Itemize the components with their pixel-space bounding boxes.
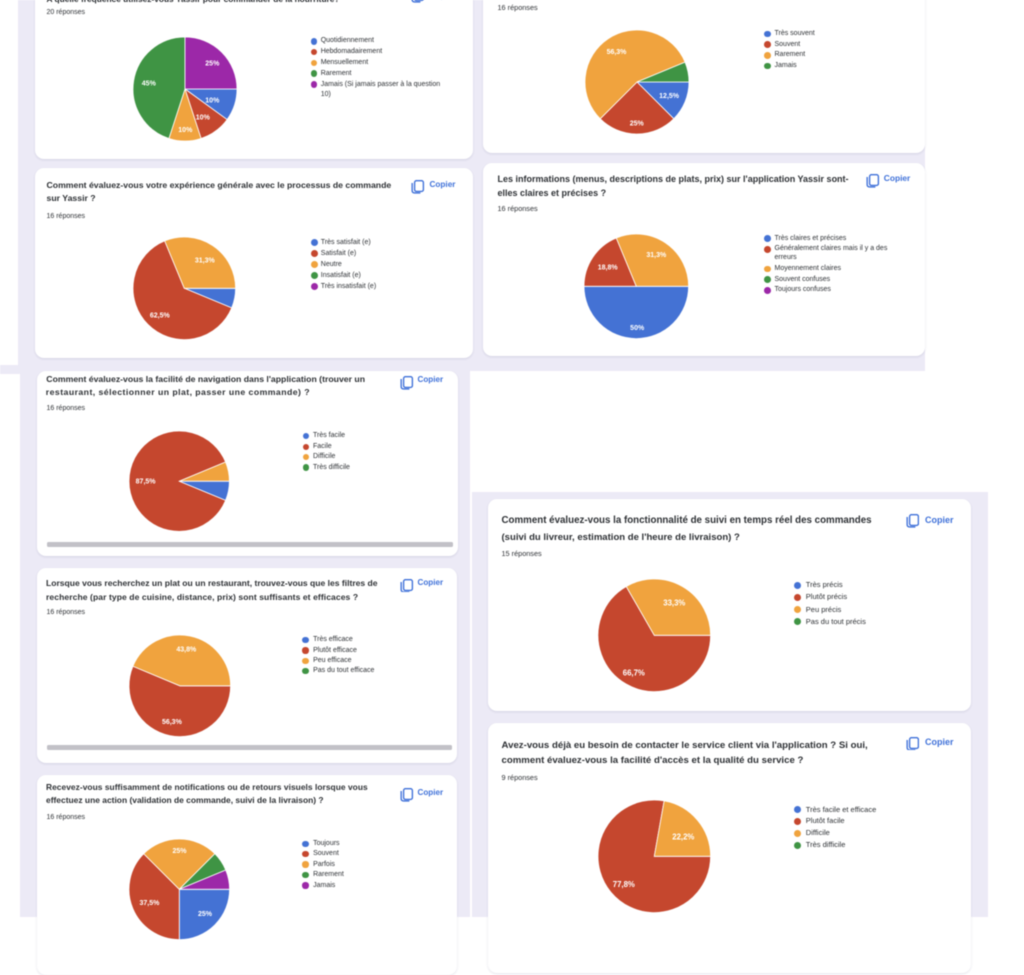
svg-text:87,5%: 87,5% bbox=[135, 479, 156, 486]
svg-text:25%: 25% bbox=[198, 911, 213, 918]
svg-text:10%: 10% bbox=[205, 98, 220, 105]
svg-text:45%: 45% bbox=[141, 80, 156, 87]
svg-text:77,8%: 77,8% bbox=[613, 880, 635, 889]
svg-text:43,8%: 43,8% bbox=[177, 646, 198, 653]
svg-text:25%: 25% bbox=[629, 121, 644, 128]
svg-text:66,7%: 66,7% bbox=[623, 668, 645, 677]
svg-text:25%: 25% bbox=[205, 60, 220, 67]
svg-text:50%: 50% bbox=[630, 325, 645, 332]
svg-text:22,2%: 22,2% bbox=[672, 832, 694, 841]
svg-text:33,3%: 33,3% bbox=[663, 598, 685, 607]
svg-text:31,3%: 31,3% bbox=[647, 252, 668, 259]
svg-text:56,3%: 56,3% bbox=[606, 49, 627, 56]
svg-text:10%: 10% bbox=[178, 127, 193, 134]
svg-text:56,3%: 56,3% bbox=[162, 719, 183, 726]
svg-text:18,8%: 18,8% bbox=[598, 264, 619, 271]
svg-text:37,5%: 37,5% bbox=[139, 900, 160, 907]
svg-text:25%: 25% bbox=[172, 848, 187, 855]
svg-text:62,5%: 62,5% bbox=[150, 313, 171, 320]
svg-text:12,5%: 12,5% bbox=[659, 93, 680, 100]
svg-text:10%: 10% bbox=[195, 114, 210, 121]
svg-text:31,3%: 31,3% bbox=[195, 258, 216, 265]
